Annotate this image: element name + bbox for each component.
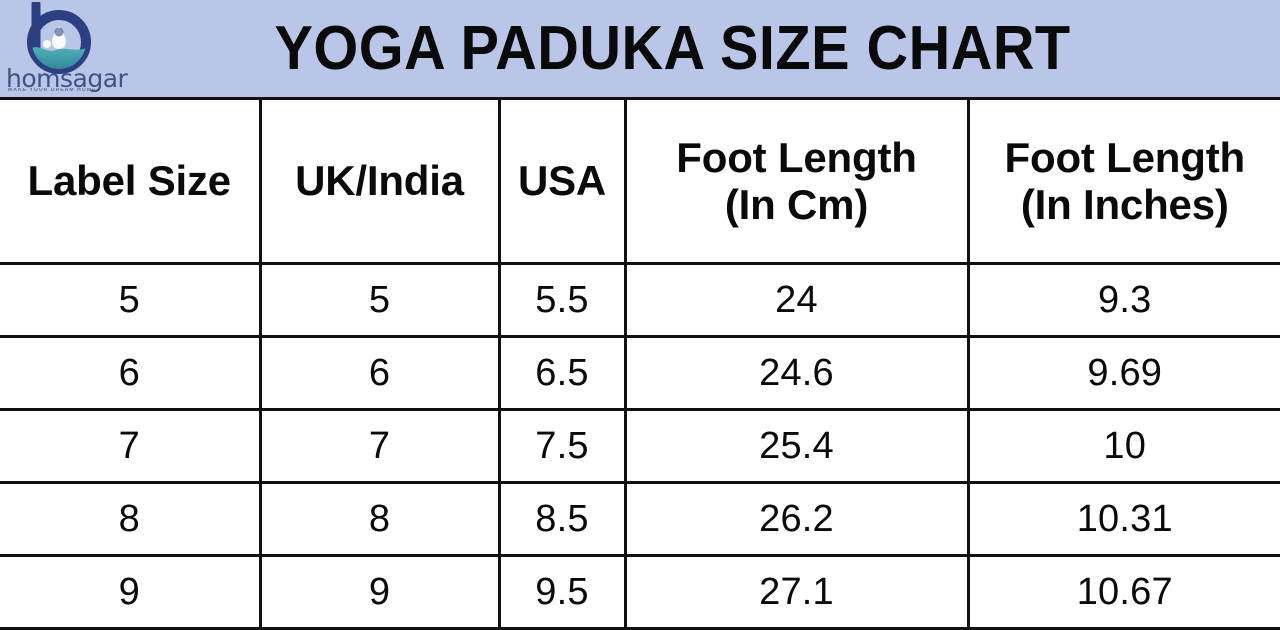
cell-foot-length-inches: 9.3: [968, 264, 1280, 337]
header-line-1: USA: [501, 157, 624, 204]
header-cell-uk-india: UK/India: [260, 99, 499, 264]
header-cell-foot-length-inches: Foot Length (In Inches): [968, 99, 1280, 264]
size-chart-table: Label Size UK/India USA Foot Length (In …: [0, 97, 1280, 630]
cell-label-size: 6: [0, 337, 260, 410]
header-line-1: Label Size: [0, 157, 259, 204]
header-line-1: Foot Length: [627, 134, 967, 181]
header-cell-usa: USA: [499, 99, 625, 264]
page-title: YOGA PADUKA SIZE CHART: [45, 0, 1235, 97]
header-cell-label-size: Label Size: [0, 99, 260, 264]
cell-foot-length-inches: 9.69: [968, 337, 1280, 410]
cell-usa: 5.5: [499, 264, 625, 337]
cell-foot-length-cm: 26.2: [625, 483, 968, 556]
table-row: 6 6 6.5 24.6 9.69: [0, 337, 1280, 410]
cell-foot-length-cm: 27.1: [625, 556, 968, 629]
cell-label-size: 9: [0, 556, 260, 629]
cell-usa: 6.5: [499, 337, 625, 410]
cell-foot-length-inches: 10.67: [968, 556, 1280, 629]
cell-usa: 9.5: [499, 556, 625, 629]
cell-label-size: 5: [0, 264, 260, 337]
cell-foot-length-cm: 24.6: [625, 337, 968, 410]
cell-uk-india: 9: [260, 556, 499, 629]
table-row: 7 7 7.5 25.4 10: [0, 410, 1280, 483]
header-line-1: Foot Length: [970, 134, 1280, 181]
cell-uk-india: 5: [260, 264, 499, 337]
cell-label-size: 8: [0, 483, 260, 556]
table-row: 9 9 9.5 27.1 10.67: [0, 556, 1280, 629]
header-line-1: UK/India: [262, 157, 498, 204]
table-header-row: Label Size UK/India USA Foot Length (In …: [0, 99, 1280, 264]
table-row: 5 5 5.5 24 9.3: [0, 264, 1280, 337]
chart-banner: homsagar MAKE YOUR DREAM HOME YOGA PADUK…: [0, 0, 1280, 97]
table-row: 8 8 8.5 26.2 10.31: [0, 483, 1280, 556]
cell-uk-india: 6: [260, 337, 499, 410]
header-cell-foot-length-cm: Foot Length (In Cm): [625, 99, 968, 264]
cell-usa: 8.5: [499, 483, 625, 556]
cell-foot-length-cm: 25.4: [625, 410, 968, 483]
cell-label-size: 7: [0, 410, 260, 483]
header-line-2: (In Inches): [970, 181, 1280, 228]
cell-foot-length-cm: 24: [625, 264, 968, 337]
cell-usa: 7.5: [499, 410, 625, 483]
header-line-2: (In Cm): [627, 181, 967, 228]
cell-foot-length-inches: 10.31: [968, 483, 1280, 556]
cell-uk-india: 7: [260, 410, 499, 483]
cell-uk-india: 8: [260, 483, 499, 556]
cell-foot-length-inches: 10: [968, 410, 1280, 483]
